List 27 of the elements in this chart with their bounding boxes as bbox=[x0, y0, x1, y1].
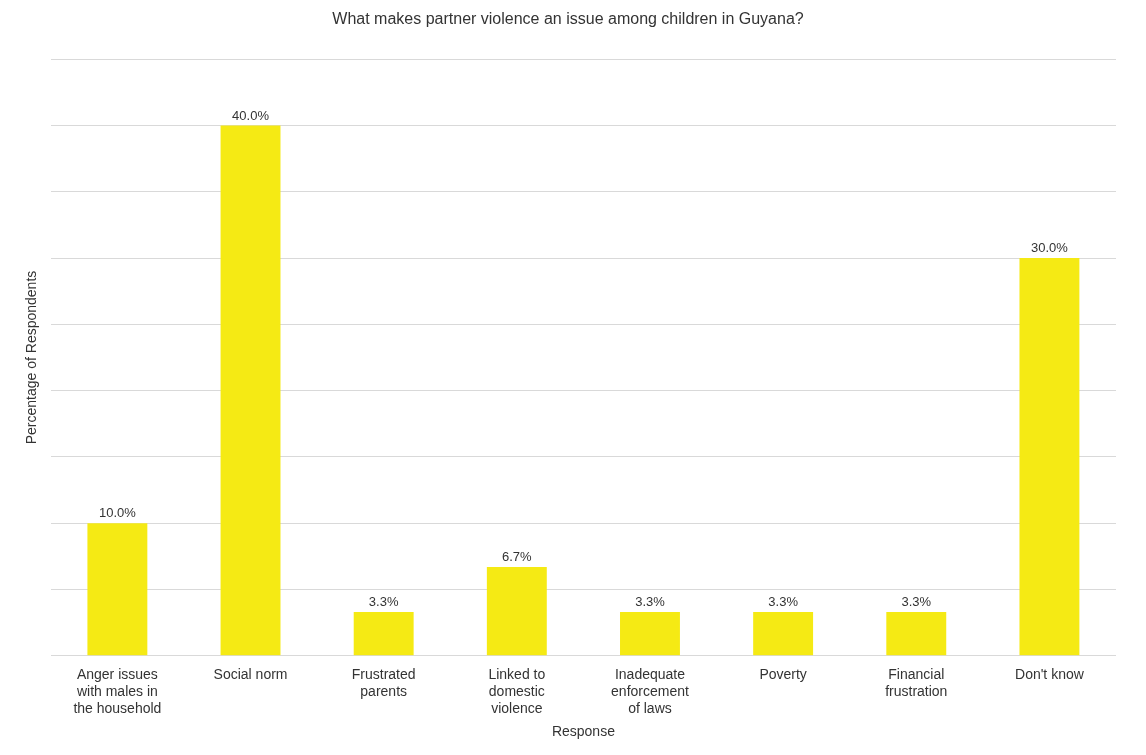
x-tick-label: Don't know bbox=[1015, 666, 1085, 683]
bar bbox=[1019, 258, 1080, 656]
x-tick-label: Linked to domestic violence bbox=[488, 666, 546, 716]
data-label: 6.7% bbox=[502, 549, 533, 565]
data-label: 40.0% bbox=[232, 107, 270, 123]
data-label: 30.0% bbox=[1030, 240, 1069, 256]
bar bbox=[87, 523, 148, 656]
x-tick-label: Social norm bbox=[213, 666, 288, 683]
x-tick-label: Inadequate enforcement of laws bbox=[611, 666, 689, 716]
data-label: 10.0% bbox=[98, 505, 137, 521]
bar bbox=[753, 612, 814, 656]
x-tick-label: Poverty bbox=[759, 666, 807, 683]
x-axis-title: Response bbox=[551, 723, 616, 740]
x-tick-label: Anger issues with males in the household bbox=[73, 666, 162, 716]
bar bbox=[620, 612, 680, 656]
data-label: 3.3% bbox=[901, 594, 932, 610]
bar bbox=[220, 125, 281, 656]
data-label: 3.3% bbox=[768, 594, 799, 610]
x-tick-label: Frustrated parents bbox=[351, 666, 416, 699]
y-axis-title: Percentage of Respondents bbox=[23, 270, 40, 445]
bar bbox=[353, 612, 414, 656]
bar bbox=[886, 612, 947, 656]
data-label: 3.3% bbox=[368, 594, 399, 610]
chart-title: What makes partner violence an issue among children in Guyana? bbox=[332, 10, 804, 28]
data-label: 3.3% bbox=[635, 594, 666, 610]
bar bbox=[486, 566, 547, 656]
x-tick-label: Financial frustration bbox=[885, 666, 948, 699]
